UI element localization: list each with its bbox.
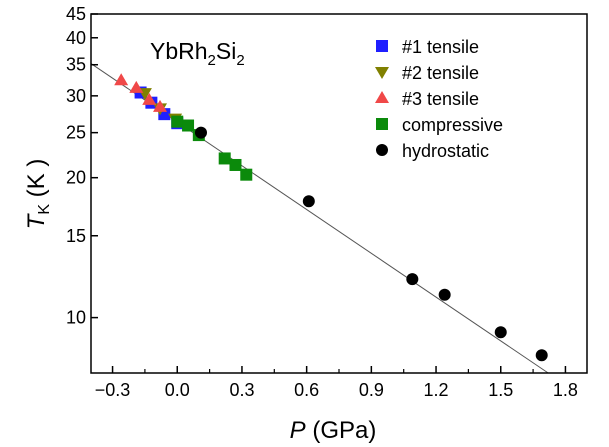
x-tick-label: 0.0 [165, 380, 190, 400]
y-tick-label: 10 [66, 308, 86, 328]
legend-item: #3 tensile [375, 89, 479, 109]
legend-label: compressive [402, 115, 503, 135]
data-point [438, 288, 451, 301]
legend-label: #3 tensile [402, 89, 479, 109]
legend-item: hydrostatic [376, 141, 489, 161]
series-3 [114, 73, 168, 112]
y-tick-label: 30 [66, 86, 86, 106]
legend-marker [376, 118, 388, 130]
data-point [229, 158, 242, 171]
y-tick-label: 20 [66, 168, 86, 188]
data-point [240, 168, 253, 181]
legend-item: compressive [376, 115, 503, 135]
plot-frame [90, 13, 588, 374]
data-point [406, 273, 419, 286]
data-point [182, 119, 195, 132]
legend-item: #1 tensile [376, 37, 479, 57]
y-tick-label: 45 [66, 4, 86, 24]
x-axis-title: P (GPa) [290, 417, 377, 444]
y-axis: 10 15 20 25 30 35 40 45 [66, 4, 98, 328]
legend-marker [375, 67, 389, 79]
x-tick-label: 1.2 [424, 380, 449, 400]
legend: #1 tensile #2 tensile #3 tensile compressiv… [375, 37, 503, 161]
data-point [114, 73, 129, 86]
legend-marker [376, 144, 388, 156]
data-point [535, 349, 548, 362]
legend-label: hydrostatic [402, 141, 489, 161]
y-tick-label: 35 [66, 55, 86, 75]
x-tick-label: 0.9 [359, 380, 384, 400]
legend-marker [375, 91, 389, 103]
data-point [302, 195, 315, 208]
data-point [142, 92, 157, 105]
y-tick-label: 15 [66, 226, 86, 246]
legend-item: #2 tensile [375, 63, 479, 83]
series-5 [194, 126, 548, 362]
x-tick-label: 0.3 [229, 380, 254, 400]
data-point [494, 326, 507, 339]
data-point [171, 115, 184, 128]
chart-annotation: YbRh2Si2 [150, 38, 245, 69]
y-axis-title: TK (K ) [23, 159, 53, 230]
data-point [218, 152, 231, 165]
x-tick-label: −0.3 [95, 380, 131, 400]
x-axis: −0.3 0.0 0.3 0.6 0.9 1.2 1.5 1.8 [95, 366, 578, 400]
legend-marker [376, 40, 388, 52]
legend-label: #1 tensile [402, 37, 479, 57]
x-tick-label: 1.8 [553, 380, 578, 400]
y-tick-label: 25 [66, 123, 86, 143]
y-tick-label: 40 [66, 28, 86, 48]
series-4 [171, 115, 253, 181]
data-point [153, 99, 168, 112]
x-tick-label: 1.5 [488, 380, 513, 400]
data-point [129, 80, 144, 93]
data-point [194, 126, 207, 139]
legend-label: #2 tensile [402, 63, 479, 83]
x-tick-label: 0.6 [294, 380, 319, 400]
